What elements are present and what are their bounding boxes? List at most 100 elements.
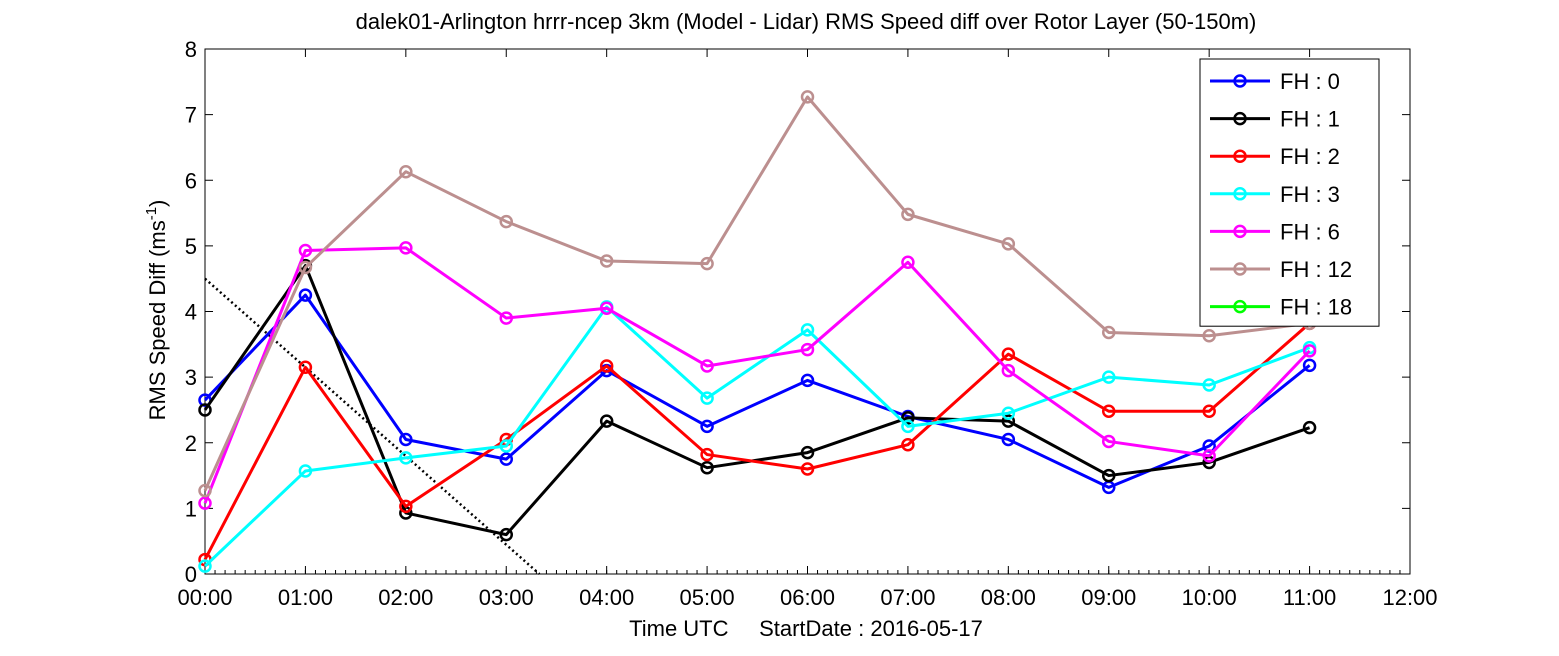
data-point bbox=[198, 483, 212, 498]
data-point bbox=[700, 256, 714, 271]
data-point bbox=[1202, 449, 1216, 463]
series-line bbox=[203, 305, 1311, 568]
data-point bbox=[599, 359, 614, 373]
x-tick-label: 05:00 bbox=[680, 585, 735, 610]
y-tick-label: 2 bbox=[185, 431, 197, 456]
data-point bbox=[599, 301, 614, 315]
legend-label: FH : 12 bbox=[1280, 257, 1352, 282]
reference-line bbox=[204, 277, 541, 575]
x-tick-label: 02:00 bbox=[378, 585, 433, 610]
data-point bbox=[1001, 363, 1016, 378]
data-point bbox=[1102, 370, 1116, 384]
y-tick-label: 6 bbox=[185, 168, 197, 193]
legend-marker bbox=[1233, 187, 1247, 201]
legend-marker bbox=[1233, 74, 1247, 88]
series-1 bbox=[198, 258, 1317, 542]
data-point bbox=[700, 460, 714, 475]
data-point bbox=[499, 311, 513, 325]
series-3 bbox=[198, 300, 1317, 573]
data-point bbox=[198, 559, 212, 573]
data-point bbox=[298, 464, 313, 478]
data-point bbox=[700, 447, 714, 462]
data-point bbox=[700, 359, 714, 373]
y-tick-label: 1 bbox=[185, 496, 197, 521]
legend-label: FH : 18 bbox=[1280, 295, 1352, 320]
y-axis-label-main: RMS Speed Diff (ms bbox=[145, 220, 170, 420]
data-point bbox=[298, 360, 313, 375]
data-point bbox=[399, 432, 413, 447]
legend-marker bbox=[1233, 111, 1247, 126]
legend-label: FH : 3 bbox=[1280, 182, 1340, 207]
legend-marker bbox=[1233, 299, 1247, 314]
x-tick-label: 01:00 bbox=[278, 585, 333, 610]
data-point bbox=[599, 254, 614, 268]
data-point bbox=[399, 241, 413, 255]
data-point bbox=[1001, 406, 1016, 420]
series-line bbox=[203, 322, 1311, 561]
x-tick-label: 00:00 bbox=[177, 585, 232, 610]
data-point bbox=[499, 439, 513, 453]
x-tick-label: 07:00 bbox=[880, 585, 935, 610]
x-tick-label: 08:00 bbox=[981, 585, 1036, 610]
data-point bbox=[499, 527, 513, 542]
legend-label: FH : 2 bbox=[1280, 144, 1340, 169]
data-point bbox=[1102, 468, 1116, 483]
data-point bbox=[1102, 404, 1116, 418]
data-point bbox=[499, 452, 513, 466]
x-tick-label: 03:00 bbox=[479, 585, 534, 610]
data-point bbox=[901, 437, 915, 452]
data-point bbox=[1202, 378, 1216, 392]
data-point bbox=[399, 164, 413, 179]
data-point bbox=[198, 496, 212, 510]
y-tick-label: 7 bbox=[185, 103, 197, 128]
y-tick-label: 4 bbox=[185, 300, 197, 325]
legend-marker bbox=[1233, 224, 1247, 239]
y-axis-label: RMS Speed Diff (ms-1) bbox=[143, 200, 170, 421]
data-point bbox=[1302, 358, 1317, 373]
data-point bbox=[800, 323, 815, 337]
y-axis-label-tail: ) bbox=[145, 200, 170, 207]
series-line bbox=[203, 293, 1311, 489]
chart-title: dalek01-Arlington hrrr-ncep 3km (Model -… bbox=[356, 9, 1257, 34]
data-point bbox=[700, 391, 714, 405]
y-tick-label: 0 bbox=[185, 562, 197, 587]
y-tick-label: 8 bbox=[185, 37, 197, 62]
legend: FH : 0 FH : 1 FH : 2 FH : 3 FH : 6 FH : 12 FH … bbox=[1199, 58, 1380, 327]
series-line bbox=[203, 246, 1311, 504]
legend-item: FH : 2 bbox=[1210, 144, 1340, 169]
y-tick-label: 5 bbox=[185, 234, 197, 259]
series-line bbox=[203, 95, 1310, 492]
data-point bbox=[1001, 414, 1016, 428]
data-point bbox=[700, 419, 714, 434]
x-axis-label: Time UTC StartDate : 2016-05-17 bbox=[629, 616, 983, 641]
data-point bbox=[800, 342, 815, 357]
plot-area: 0 1 2 3 4 5 6 7 8 00:00 01:00 02:00 03:00 04:00 05:00 0… bbox=[177, 37, 1437, 610]
series-line bbox=[203, 264, 1311, 537]
data-point bbox=[1102, 434, 1116, 449]
x-tick-label: 10:00 bbox=[1182, 585, 1237, 610]
series-4 bbox=[198, 241, 1317, 510]
y-tick-label: 3 bbox=[185, 365, 197, 390]
data-point bbox=[901, 419, 915, 434]
data-point bbox=[1202, 329, 1216, 343]
data-point bbox=[800, 90, 815, 104]
data-point bbox=[198, 403, 212, 417]
data-point bbox=[1302, 344, 1317, 358]
data-point bbox=[901, 207, 915, 222]
legend-item: FH : 3 bbox=[1210, 182, 1340, 207]
data-point bbox=[800, 373, 815, 388]
data-point bbox=[499, 214, 513, 229]
data-point bbox=[1202, 404, 1216, 418]
x-tick-label: 04:00 bbox=[579, 585, 634, 610]
data-point bbox=[901, 255, 915, 270]
legend-label: FH : 6 bbox=[1280, 219, 1340, 244]
data-point bbox=[1001, 237, 1016, 251]
legend-item: FH : 1 bbox=[1210, 107, 1340, 132]
x-tick-label: 09:00 bbox=[1081, 585, 1136, 610]
data-point bbox=[298, 243, 313, 258]
legend-marker bbox=[1233, 149, 1247, 163]
series-5 bbox=[198, 90, 1317, 498]
data-point bbox=[298, 260, 313, 275]
data-point bbox=[599, 414, 614, 428]
